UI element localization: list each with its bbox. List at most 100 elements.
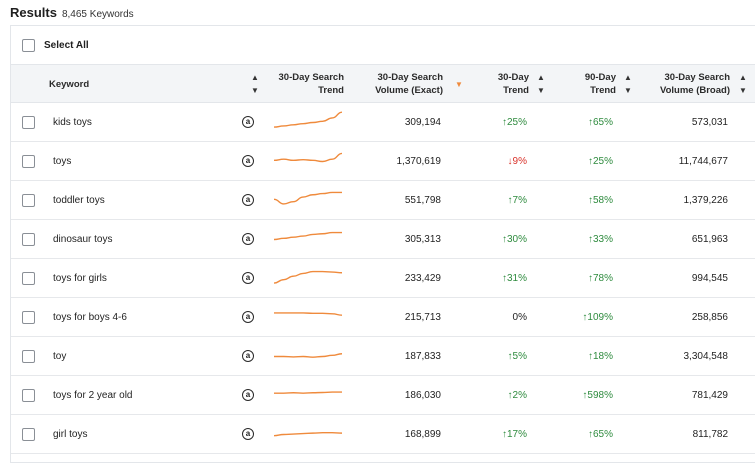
- sort-keyword-icon[interactable]: ▲ ▼: [251, 73, 259, 95]
- amazon-icon[interactable]: a: [242, 272, 254, 284]
- volume-broad-cell: 811,782: [631, 415, 728, 454]
- keyword-cell[interactable]: toys for girls: [53, 259, 107, 298]
- trend-90-value: 78%: [592, 273, 613, 284]
- table-row[interactable]: toddler toys a 551,798 ↑ 7% ↑ 58% 1,379,22…: [11, 181, 755, 220]
- keyword-cell[interactable]: kids toys: [53, 103, 92, 142]
- sort-trend-30-icon[interactable]: ▲ ▼: [537, 73, 545, 95]
- trend-30-value: 17%: [506, 429, 527, 440]
- volume-broad-value: 258,856: [691, 312, 728, 323]
- amazon-icon[interactable]: a: [242, 311, 254, 323]
- column-broad-line1: 30-Day Search: [664, 72, 730, 83]
- row-checkbox[interactable]: [22, 311, 35, 324]
- trend-30-cell: ↑ 31%: [466, 259, 527, 298]
- row-checkbox[interactable]: [22, 116, 35, 129]
- row-checkbox[interactable]: [22, 233, 35, 246]
- row-checkbox[interactable]: [22, 272, 35, 285]
- trend-sparkline: [273, 111, 343, 128]
- trend-30-arrow-icon: ↑: [501, 234, 507, 245]
- table-row[interactable]: toys for boys 4-6 a 215,713 0% ↑ 109% 258…: [11, 298, 755, 337]
- trend-90-value: 58%: [592, 195, 613, 206]
- volume-exact-value: 305,313: [404, 234, 441, 245]
- keyword-cell[interactable]: toys for boys 4-6: [53, 298, 127, 337]
- trend-30-cell: ↓ 9%: [466, 142, 527, 181]
- row-checkbox[interactable]: [22, 194, 35, 207]
- trend-30-arrow-icon: ↑: [507, 390, 513, 401]
- trend-30-value: 5%: [512, 351, 527, 362]
- results-panel: Select All Keyword ▲ ▼ 30-Day Search Trend…: [10, 25, 755, 463]
- row-checkbox[interactable]: [22, 155, 35, 168]
- select-all-checkbox[interactable]: [22, 38, 35, 52]
- table-row[interactable]: kids toys a 309,194 ↑ 25% ↑ 65% 573,031: [11, 103, 755, 142]
- column-keyword-label: Keyword: [49, 78, 90, 90]
- keyword-cell[interactable]: toy: [53, 337, 66, 376]
- volume-exact-cell: 233,429: [351, 259, 441, 298]
- volume-exact-value: 186,030: [404, 390, 441, 401]
- volume-broad-value: 994,545: [691, 273, 728, 284]
- keyword-cell[interactable]: toddler toys: [53, 181, 105, 220]
- column-header-trend-90[interactable]: 90-Day Trend: [564, 65, 616, 103]
- sort-volume-broad-icon[interactable]: ▲ ▼: [739, 73, 747, 95]
- keyword-cell[interactable]: toys for 2 year old: [53, 376, 132, 415]
- volume-broad-cell: 1,379,226: [631, 181, 729, 220]
- trend-90-arrow-icon: ↑: [587, 117, 593, 128]
- keyword-text: toddler toys: [53, 195, 105, 206]
- amazon-icon[interactable]: a: [242, 233, 254, 245]
- column-exact-line2: Volume (Exact): [375, 85, 443, 96]
- trend-30-value: 2%: [512, 390, 527, 401]
- row-checkbox[interactable]: [22, 389, 35, 402]
- results-header: Results 8,465 Keywords: [0, 0, 755, 24]
- amazon-icon[interactable]: a: [242, 194, 254, 206]
- amazon-icon[interactable]: a: [242, 155, 254, 167]
- trend-90-arrow-icon: ↑: [582, 390, 588, 401]
- column-header-volume-broad[interactable]: 30-Day Search Volume (Broad): [647, 65, 730, 103]
- column-exact-line1: 30-Day Search: [377, 72, 443, 83]
- trend-30-value: 25%: [506, 117, 527, 128]
- keyword-cell[interactable]: dinosaur toys: [53, 220, 112, 259]
- column-header-trend-30[interactable]: 30-Day Trend: [476, 65, 529, 103]
- keyword-text: kids toys: [53, 117, 92, 128]
- trend-90-cell: ↑ 58%: [551, 181, 613, 220]
- trend-90-cell: ↑ 65%: [551, 103, 613, 142]
- volume-broad-value: 11,744,677: [678, 156, 728, 167]
- row-checkbox[interactable]: [22, 428, 35, 441]
- volume-broad-cell: 994,545: [631, 259, 728, 298]
- volume-broad-cell: 781,429: [631, 376, 728, 415]
- table-row[interactable]: toys for girls a 233,429 ↑ 31% ↑ 78% 994,5…: [11, 259, 755, 298]
- table-row[interactable]: toy a 187,833 ↑ 5% ↑ 18% 3,304,548: [11, 337, 755, 376]
- trend-90-arrow-icon: ↑: [582, 312, 588, 323]
- amazon-icon[interactable]: a: [242, 428, 254, 440]
- trend-sparkline: [273, 431, 343, 437]
- row-checkbox[interactable]: [22, 350, 35, 363]
- trend-sparkline: [273, 353, 343, 358]
- amazon-icon[interactable]: a: [242, 116, 254, 128]
- trend-90-arrow-icon: ↑: [587, 429, 593, 440]
- volume-exact-cell: 187,833: [351, 337, 441, 376]
- volume-exact-cell: 186,030: [351, 376, 441, 415]
- amazon-icon[interactable]: a: [242, 350, 254, 362]
- keyword-cell[interactable]: toys: [53, 142, 71, 181]
- trend-90-arrow-icon: ↑: [587, 273, 593, 284]
- trend-30-arrow-icon: ↑: [501, 273, 507, 284]
- trend-90-cell: ↑ 33%: [551, 220, 613, 259]
- trend-30-value: 7%: [512, 195, 527, 206]
- amazon-icon[interactable]: a: [242, 389, 254, 401]
- column-header-trend[interactable]: 30-Day Search Trend: [269, 65, 344, 103]
- sort-desc-icon[interactable]: ▼: [455, 79, 463, 89]
- table-row[interactable]: girl toys a 168,899 ↑ 17% ↑ 65% 811,782: [11, 415, 755, 454]
- volume-exact-cell: 305,313: [351, 220, 441, 259]
- trend-30-value: 9%: [512, 156, 527, 167]
- table-row[interactable]: toys for 2 year old a 186,030 ↑ 2% ↑ 598% …: [11, 376, 755, 415]
- trend-30-cell: ↑ 2%: [466, 376, 527, 415]
- sort-trend-90-icon[interactable]: ▲ ▼: [624, 73, 632, 95]
- results-count: 8,465 Keywords: [61, 9, 134, 20]
- keyword-cell[interactable]: girl toys: [53, 415, 87, 454]
- trend-90-value: 18%: [592, 351, 613, 362]
- table-row[interactable]: dinosaur toys a 305,313 ↑ 30% ↑ 33% 651,96…: [11, 220, 755, 259]
- column-header-keyword[interactable]: Keyword: [49, 65, 89, 103]
- table-row[interactable]: toys a 1,370,619 ↓ 9% ↑ 25% 11,744,677: [11, 142, 755, 181]
- volume-exact-value: 551,798: [404, 195, 441, 206]
- column-header-volume-exact[interactable]: 30-Day Search Volume (Exact): [363, 65, 443, 103]
- sparkline-path: [273, 111, 343, 128]
- table-header: Keyword ▲ ▼ 30-Day Search Trend 30-Day Sea…: [11, 65, 755, 103]
- volume-broad-value: 781,429: [691, 390, 728, 401]
